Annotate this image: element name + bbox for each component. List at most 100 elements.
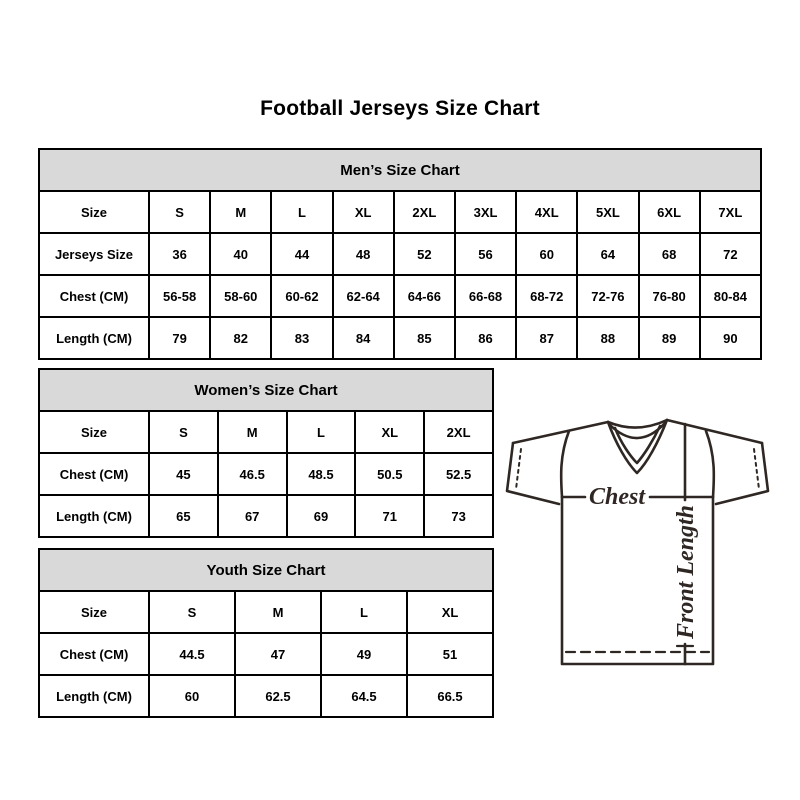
value-cell: 49	[320, 632, 408, 676]
mens-size-table: Men’s Size Chart Size S M L XL 2XL 3XL 4XL 5XL 6XL…	[38, 148, 763, 360]
row-label: Jerseys Size	[38, 232, 150, 276]
value-cell: 85	[392, 316, 456, 360]
value-cell: 76-80	[637, 274, 701, 318]
value-cell: 47	[234, 632, 322, 676]
value-cell: 87	[515, 316, 579, 360]
value-cell: L	[270, 190, 334, 234]
value-cell: 62-64	[331, 274, 395, 318]
jersey-shoulder-left-line	[511, 420, 610, 445]
value-cell: L	[285, 410, 357, 454]
value-cell: 88	[576, 316, 640, 360]
value-cell: XL	[406, 590, 494, 634]
value-cell: 89	[637, 316, 701, 360]
value-cell: 73	[423, 494, 494, 538]
value-cell: 50.5	[354, 452, 426, 496]
value-cell: 64.5	[320, 674, 408, 718]
value-cell: 5XL	[576, 190, 640, 234]
value-cell: 44.5	[148, 632, 236, 676]
jersey-vneck-outer	[606, 418, 669, 475]
value-cell: 2XL	[392, 190, 456, 234]
value-cell: 83	[270, 316, 334, 360]
value-cell: XL	[354, 410, 426, 454]
table-header: Youth Size Chart	[38, 548, 494, 592]
value-cell: S	[148, 410, 219, 454]
jersey-shoulder-right-line	[665, 418, 764, 445]
table-row: Chest (CM) 45 46.5 48.5 50.5 52.5	[38, 452, 494, 496]
value-cell: 62.5	[234, 674, 322, 718]
row-label: Length (CM)	[38, 494, 150, 538]
table-row: Length (CM) 79 82 83 84 85 86 87 88 89 90	[38, 316, 763, 360]
table-header: Men’s Size Chart	[38, 148, 762, 192]
value-cell: 7XL	[698, 190, 763, 234]
row-label: Size	[38, 190, 150, 234]
row-label: Length (CM)	[38, 674, 150, 718]
value-cell: 69	[285, 494, 357, 538]
value-cell: 46.5	[216, 452, 288, 496]
value-cell: 44	[270, 232, 334, 276]
value-cell: 4XL	[515, 190, 579, 234]
jersey-armhole-right-curve	[704, 429, 716, 499]
value-cell: M	[209, 190, 273, 234]
value-cell: 86	[453, 316, 518, 360]
value-cell: 82	[209, 316, 273, 360]
row-label: Chest (CM)	[38, 452, 150, 496]
value-cell: 66-68	[453, 274, 518, 318]
jersey-sleeve-right-outline	[714, 441, 770, 506]
value-cell: 60	[515, 232, 579, 276]
table-row: Size S M L XL 2XL 3XL 4XL 5XL 6XL 7XL	[38, 190, 763, 234]
value-cell: XL	[331, 190, 395, 234]
value-cell: L	[320, 590, 408, 634]
value-cell: 90	[698, 316, 763, 360]
page-title: Football Jerseys Size Chart	[260, 97, 540, 120]
table-row: Chest (CM) 44.5 47 49 51	[38, 632, 494, 676]
jersey-body-outline	[560, 495, 715, 666]
table-row: Chest (CM) 56-58 58-60 60-62 62-64 64-66 66-68…	[38, 274, 763, 318]
row-label: Size	[38, 590, 150, 634]
value-cell: M	[234, 590, 322, 634]
value-cell: 2XL	[423, 410, 494, 454]
row-label: Chest (CM)	[38, 274, 150, 318]
value-cell: M	[216, 410, 288, 454]
jersey-armhole-left-curve	[559, 429, 571, 499]
value-cell: 64-66	[392, 274, 456, 318]
value-cell: 51	[406, 632, 494, 676]
value-cell: 80-84	[698, 274, 763, 318]
table-row: Length (CM) 60 62.5 64.5 66.5	[38, 674, 494, 718]
value-cell: 48	[331, 232, 395, 276]
table-row: Size S M L XL	[38, 590, 494, 634]
jersey-collar-back-arc	[606, 418, 669, 429]
value-cell: 68	[637, 232, 701, 276]
value-cell: 52.5	[423, 452, 494, 496]
table-row: Length (CM) 65 67 69 71 73	[38, 494, 494, 538]
value-cell: 72-76	[576, 274, 640, 318]
value-cell: 67	[216, 494, 288, 538]
value-cell: 71	[354, 494, 426, 538]
womens-size-table: Women’s Size Chart Size S M L XL 2XL Chest (CM)…	[38, 368, 494, 538]
value-cell: 79	[147, 316, 212, 360]
value-cell: 64	[576, 232, 640, 276]
chest-measurement-label: Chest	[589, 484, 646, 510]
value-cell: 45	[148, 452, 219, 496]
row-label: Size	[38, 410, 150, 454]
value-cell: 60	[148, 674, 236, 718]
value-cell: 66.5	[406, 674, 494, 718]
value-cell: 48.5	[285, 452, 357, 496]
jersey-sleeve-right-cuff-dashed	[753, 448, 760, 490]
value-cell: S	[148, 590, 236, 634]
value-cell: 3XL	[453, 190, 518, 234]
value-cell: 56	[453, 232, 518, 276]
value-cell: S	[147, 190, 212, 234]
value-cell: 65	[148, 494, 219, 538]
table-row: Jerseys Size 36 40 44 48 52 56 60 64 68 72	[38, 232, 763, 276]
jersey-vneck-inner	[613, 424, 662, 465]
youth-size-table: Youth Size Chart Size S M L XL Chest (CM) 44.5 4…	[38, 548, 494, 718]
value-cell: 84	[331, 316, 395, 360]
value-cell: 36	[147, 232, 212, 276]
value-cell: 58-60	[209, 274, 273, 318]
row-label: Chest (CM)	[38, 632, 150, 676]
table-header: Women’s Size Chart	[38, 368, 494, 412]
jersey-measurement-diagram: Chest Front Length	[505, 418, 770, 666]
row-label: Length (CM)	[38, 316, 150, 360]
value-cell: 60-62	[270, 274, 334, 318]
value-cell: 6XL	[637, 190, 701, 234]
